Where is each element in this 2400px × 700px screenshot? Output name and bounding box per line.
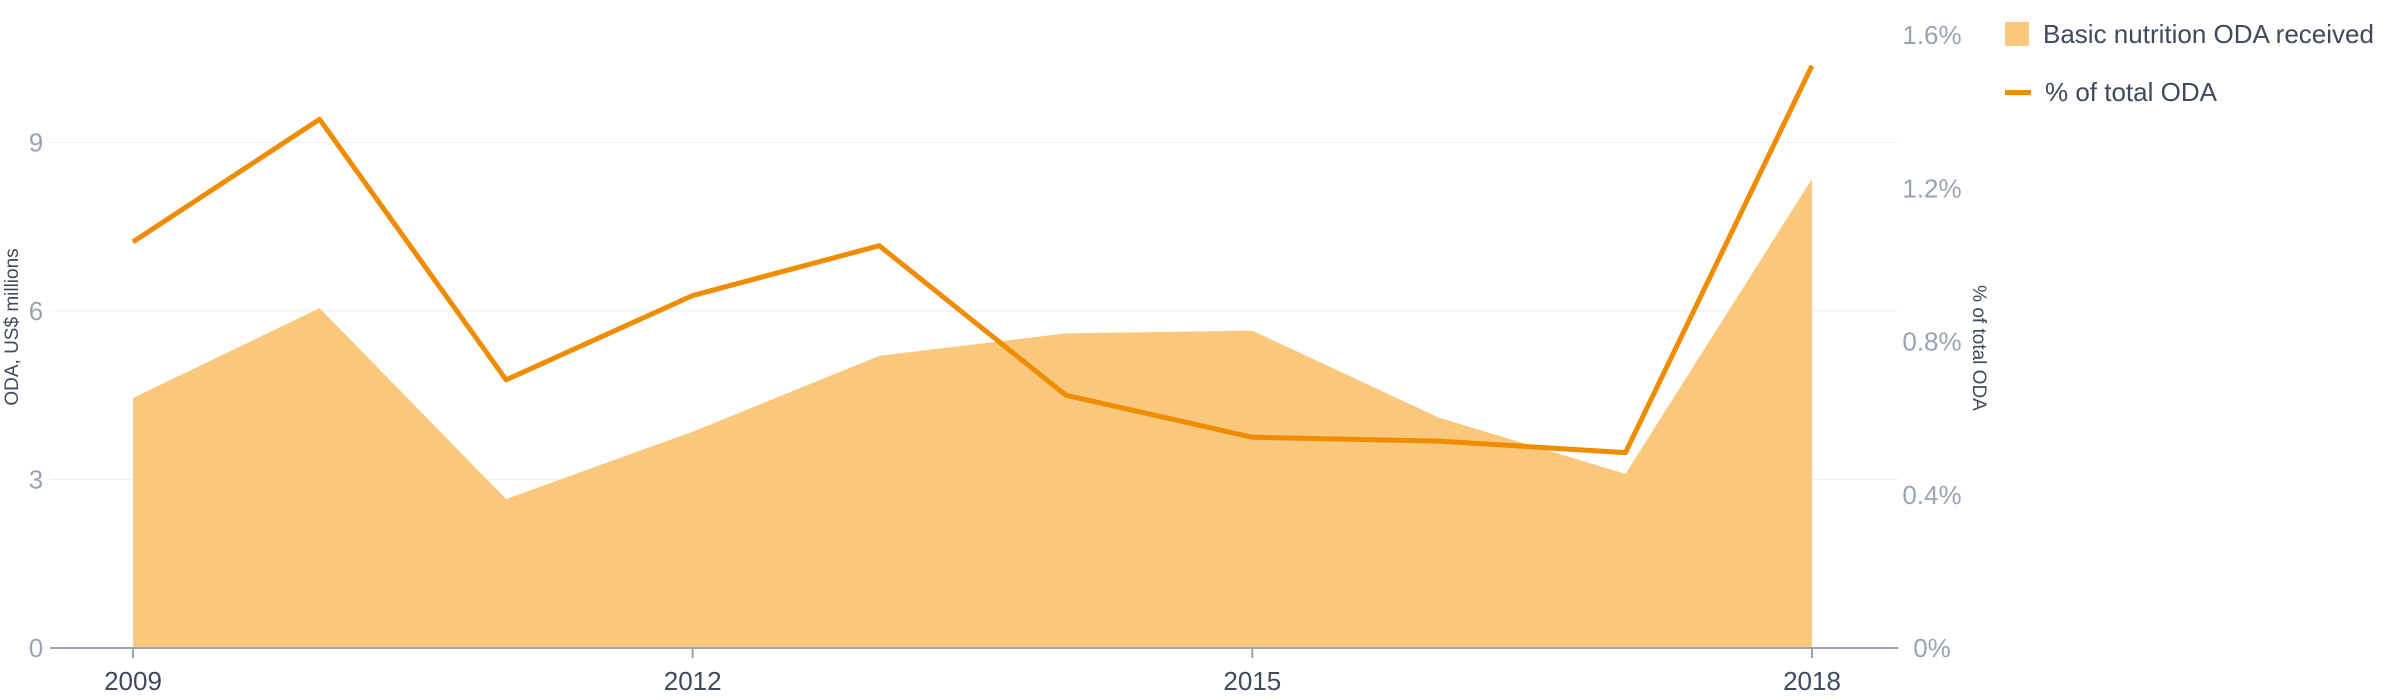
x-axis-ticks: 2009 2012 2015 2018 bbox=[104, 648, 1841, 696]
y-right-tick-label: 0.8% bbox=[1902, 327, 1961, 357]
area-series-basic-nutrition-oda bbox=[133, 178, 1812, 648]
y-left-tick-label: 0 bbox=[29, 633, 43, 663]
y-right-tick-label: 1.6% bbox=[1902, 20, 1961, 50]
y-axis-left-title: ODA, US$ millions bbox=[2, 248, 23, 405]
legend-item-area[interactable]: Basic nutrition ODA received bbox=[2005, 18, 2374, 50]
y-right-tick-label: 0.4% bbox=[1902, 480, 1961, 510]
y-axis-right-title: % of total ODA bbox=[1968, 285, 1989, 411]
y-right-tick-label: 1.2% bbox=[1902, 173, 1961, 203]
legend-swatch-line bbox=[2005, 89, 2031, 95]
y-left-tick-label: 9 bbox=[29, 127, 43, 157]
y-left-tick-label: 6 bbox=[29, 296, 43, 326]
line-series-percent-of-total-oda bbox=[131, 64, 1815, 456]
legend-swatch-area bbox=[2005, 22, 2029, 46]
x-tick-label: 2015 bbox=[1223, 666, 1281, 696]
legend-label-line: % of total ODA bbox=[2045, 76, 2217, 107]
x-tick-label: 2009 bbox=[104, 666, 162, 696]
y-axis-left-ticks: 0 3 6 9 bbox=[29, 127, 43, 663]
legend-item-line[interactable]: % of total ODA bbox=[2005, 76, 2374, 108]
y-right-tick-label: 0% bbox=[1913, 633, 1951, 663]
x-tick-label: 2018 bbox=[1783, 666, 1841, 696]
x-tick-label: 2012 bbox=[664, 666, 722, 696]
legend-label-area: Basic nutrition ODA received bbox=[2043, 18, 2374, 49]
y-left-tick-label: 3 bbox=[29, 464, 43, 494]
y-axis-right-ticks: 0% 0.4% 0.8% 1.2% 1.6% bbox=[1902, 20, 1961, 663]
legend: Basic nutrition ODA received % of total … bbox=[2005, 18, 2374, 134]
